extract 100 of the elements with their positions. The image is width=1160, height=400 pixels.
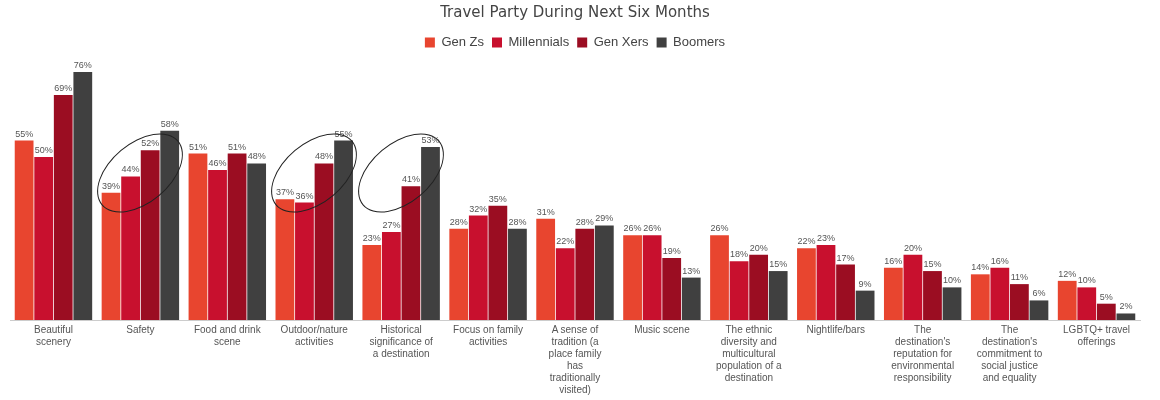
data-label: 76% xyxy=(73,60,92,71)
data-label: 39% xyxy=(102,180,121,191)
bar xyxy=(942,287,962,320)
bar xyxy=(188,153,208,320)
x-tick-label: The destination's reputation for environmental responsibility xyxy=(891,323,955,383)
data-label: 48% xyxy=(247,151,266,162)
bar xyxy=(227,153,247,320)
data-label: 22% xyxy=(797,236,816,247)
data-label: 5% xyxy=(1099,291,1113,302)
data-label: 23% xyxy=(362,232,381,243)
x-tick-label: Historical significance of a destination xyxy=(369,323,434,359)
bar xyxy=(836,264,855,320)
data-label: 37% xyxy=(275,187,294,198)
bar xyxy=(53,94,73,320)
bar xyxy=(1057,280,1077,320)
data-label: 26% xyxy=(623,223,642,234)
x-tick-label: LGBTQ+ travel offerings xyxy=(1063,323,1131,347)
bar xyxy=(642,235,662,320)
data-label: 18% xyxy=(730,249,749,260)
x-tick-label: Beautiful scenery xyxy=(34,323,73,347)
data-label: 51% xyxy=(188,141,207,152)
data-label: 11% xyxy=(1010,272,1029,283)
bar xyxy=(1010,284,1029,320)
bar xyxy=(1077,287,1097,320)
bar xyxy=(555,248,575,320)
legend-label: Boomers xyxy=(673,34,726,50)
data-label: 14% xyxy=(971,262,990,273)
data-label: 20% xyxy=(903,242,922,253)
bar xyxy=(1029,300,1049,320)
x-tick-label: The ethnic diversity and multicultural population of a destination xyxy=(716,323,783,383)
bar xyxy=(449,228,469,320)
bar xyxy=(816,244,836,320)
bar xyxy=(295,202,314,320)
data-label: 69% xyxy=(54,82,73,93)
data-label: 44% xyxy=(121,164,140,175)
x-tick-label: A sense of tradition (a place family has traditionally visited) xyxy=(548,323,602,395)
data-label: 46% xyxy=(208,157,227,168)
chart-title: Travel Party During Next Six Months xyxy=(439,2,711,21)
bar xyxy=(508,228,527,320)
bar xyxy=(729,261,749,320)
bar xyxy=(73,72,93,320)
data-label: 28% xyxy=(508,216,527,227)
bar xyxy=(1116,313,1136,320)
data-label: 35% xyxy=(488,193,507,204)
bar xyxy=(923,271,942,320)
data-label: 26% xyxy=(710,223,729,234)
legend-label: Gen Xers xyxy=(593,34,650,50)
data-label: 26% xyxy=(643,223,662,234)
bar xyxy=(623,235,642,320)
data-label: 23% xyxy=(816,232,835,243)
bar xyxy=(160,130,180,320)
bar xyxy=(14,140,34,320)
data-label: 52% xyxy=(141,138,160,149)
bar xyxy=(990,267,1010,320)
bar xyxy=(401,186,421,320)
data-label: 55% xyxy=(15,128,34,139)
data-label: 22% xyxy=(556,236,575,247)
data-label: 53% xyxy=(421,135,440,146)
x-tick-label: Outdoor/nature activities xyxy=(280,323,349,347)
legend-label: Millennials xyxy=(508,34,570,50)
bar xyxy=(575,228,595,320)
bar xyxy=(488,205,508,320)
bar xyxy=(101,192,121,320)
bar xyxy=(314,163,334,320)
bar xyxy=(1096,303,1116,320)
bar xyxy=(536,218,556,320)
bar xyxy=(468,215,488,320)
data-label: 41% xyxy=(401,174,420,185)
data-label: 28% xyxy=(449,216,468,227)
bar xyxy=(749,254,769,320)
x-tick-label: Nightlife/bars xyxy=(806,323,865,335)
data-label: 10% xyxy=(943,275,962,286)
data-label: 50% xyxy=(34,144,53,155)
bar xyxy=(362,244,382,320)
bar xyxy=(208,169,227,320)
data-label: 29% xyxy=(595,213,614,224)
data-label: 58% xyxy=(160,118,179,129)
bar xyxy=(34,156,54,320)
bar xyxy=(970,274,990,320)
legend-label: Gen Zs xyxy=(441,34,485,50)
data-label: 28% xyxy=(575,216,594,227)
bar xyxy=(855,290,875,320)
bar xyxy=(381,231,401,320)
x-tick-label: Safety xyxy=(126,323,155,335)
data-label: 16% xyxy=(990,255,1009,266)
data-label: 12% xyxy=(1058,268,1077,279)
bar xyxy=(275,199,295,320)
bar xyxy=(140,150,160,320)
x-tick-label: Focus on family activities xyxy=(453,323,524,347)
data-label: 15% xyxy=(923,259,942,270)
bar xyxy=(903,254,923,320)
bar xyxy=(594,225,614,320)
data-label: 36% xyxy=(295,190,314,201)
bar xyxy=(421,147,440,320)
x-tick-label: Music scene xyxy=(634,323,691,335)
data-label: 9% xyxy=(858,278,872,289)
bar xyxy=(121,176,140,320)
x-tick-label: The destination's commitment to social justice and equality xyxy=(976,323,1043,383)
data-label: 6% xyxy=(1032,288,1046,299)
bar xyxy=(768,271,788,320)
